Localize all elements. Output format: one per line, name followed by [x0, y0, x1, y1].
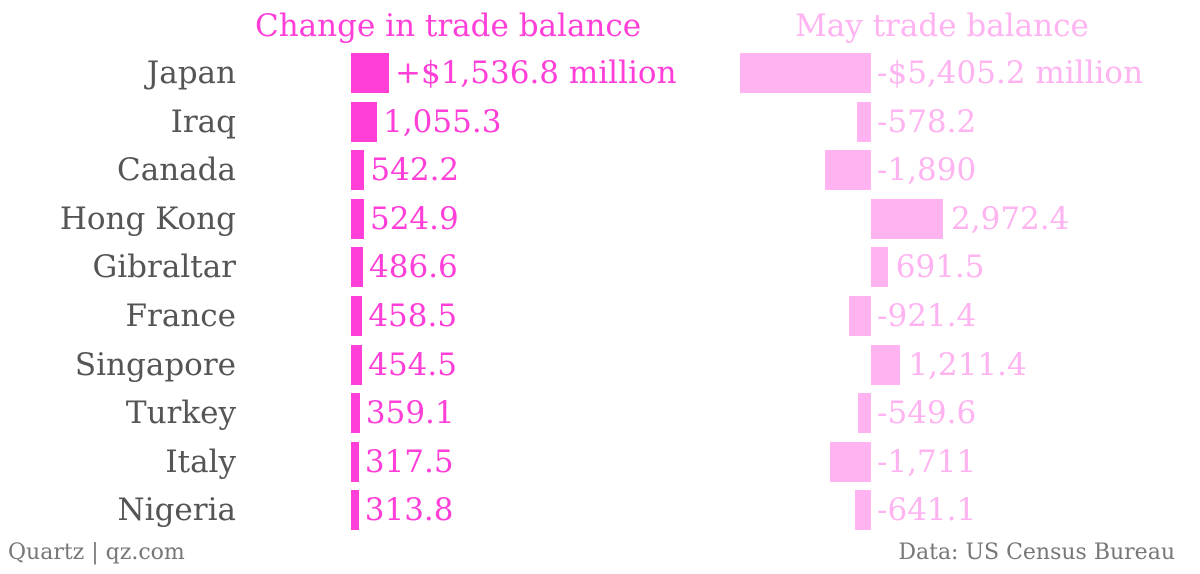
row-label: Canada — [117, 152, 236, 189]
may-bar — [871, 198, 944, 239]
change-bar — [351, 247, 364, 288]
may-value-label: -1,890 — [877, 152, 977, 189]
may-bar — [829, 441, 871, 482]
change-value-label: 1,055.3 — [383, 103, 502, 140]
may-bar — [857, 393, 871, 434]
change-value-label: 524.9 — [369, 200, 459, 237]
row-label: Iraq — [170, 103, 236, 140]
change-value-label: 458.5 — [368, 298, 458, 334]
may-value-label: -641.1 — [877, 492, 977, 529]
may-bar — [740, 53, 871, 93]
may-bar — [855, 490, 871, 531]
may-bar — [825, 150, 871, 191]
may-value-label: -1,711 — [877, 443, 977, 480]
may-value-label: -549.6 — [877, 395, 977, 432]
may-value-label: 1,211.4 — [908, 346, 1027, 383]
may-bar — [871, 344, 901, 385]
change-panel-title: Change in trade balance — [255, 8, 642, 44]
footer-source-left: Quartz | qz.com — [8, 540, 185, 565]
may-value-label: 2,972.4 — [951, 200, 1070, 237]
row-label: Turkey — [125, 395, 236, 432]
may-value-label: -578.2 — [877, 103, 977, 140]
footer-source-right: Data: US Census Bureau — [898, 540, 1175, 565]
may-bar — [871, 247, 888, 288]
row-label: Hong Kong — [59, 200, 236, 237]
change-bar — [351, 150, 365, 191]
change-value-label: 317.5 — [364, 443, 454, 480]
row-label: Nigeria — [117, 492, 236, 529]
change-bar — [351, 344, 363, 385]
change-bar — [351, 393, 360, 434]
row-label: Gibraltar — [92, 249, 237, 286]
may-bar — [848, 296, 871, 336]
may-bar — [856, 101, 871, 142]
change-value-label: 359.1 — [365, 395, 455, 432]
may-value-label: -921.4 — [877, 298, 977, 334]
change-value-label: 454.5 — [368, 346, 457, 383]
row-label: Italy — [165, 443, 236, 480]
change-value-label: 542.2 — [370, 152, 460, 189]
row-label: Singapore — [74, 346, 236, 383]
may-value-label: 691.5 — [895, 249, 985, 286]
change-value-label: 313.8 — [364, 492, 454, 529]
change-bar — [351, 101, 378, 142]
may-value-label: -$5,405.2 million — [877, 55, 1144, 91]
change-bar — [351, 198, 364, 239]
change-bar — [351, 296, 363, 336]
row-label: Japan — [146, 55, 236, 91]
row-label: France — [125, 298, 236, 334]
change-bar — [351, 441, 359, 482]
change-bar — [351, 53, 389, 93]
change-value-label: +$1,536.8 million — [395, 55, 677, 91]
may-panel-title: May trade balance — [795, 8, 1089, 44]
change-bar — [351, 490, 359, 531]
change-value-label: 486.6 — [369, 249, 458, 286]
